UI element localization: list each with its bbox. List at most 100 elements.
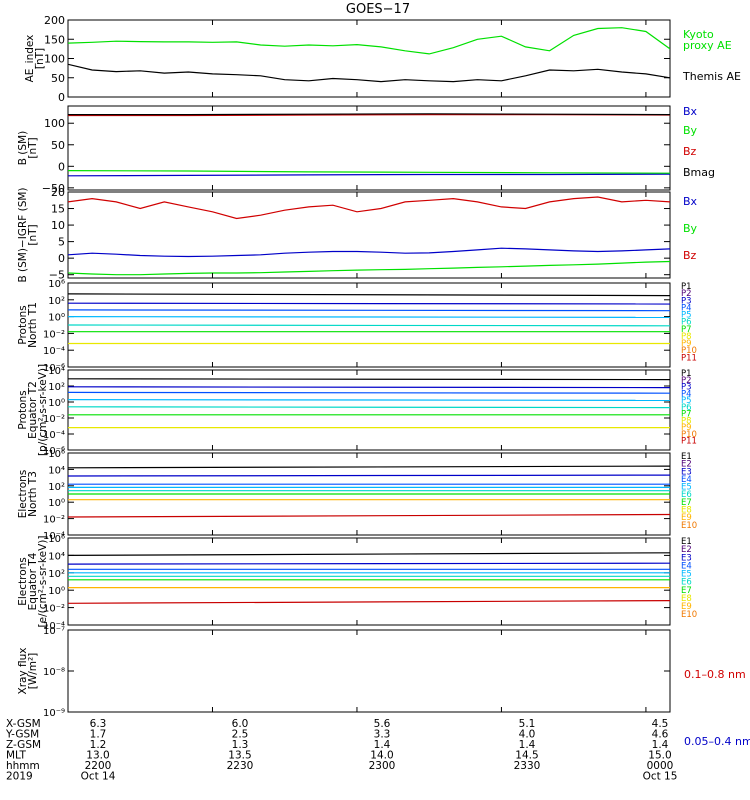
legend-item: P11 — [681, 437, 697, 447]
time-axis-value: 2300 — [369, 760, 396, 772]
time-axis-value: 14.0 — [370, 750, 393, 762]
y-axis-label: Electrons — [17, 557, 29, 606]
series-line — [68, 293, 670, 297]
panel-frame — [67, 105, 671, 191]
series-line — [68, 260, 670, 276]
time-axis-value: 4.0 — [519, 729, 536, 741]
time-axis-row-label: MLT — [6, 750, 26, 762]
legend-item: E3 — [681, 467, 692, 477]
series-line — [68, 173, 670, 177]
panel-frame — [67, 19, 671, 98]
y-tick-label: 10 — [51, 219, 65, 232]
panel-frame — [67, 537, 671, 626]
time-axis-value: 13.5 — [228, 750, 251, 762]
series-line — [68, 302, 670, 305]
time-axis-value: 6.3 — [90, 718, 107, 730]
y-axis-label: Protons — [17, 390, 29, 429]
legend-item: E7 — [681, 498, 692, 508]
legend-item: Bx — [683, 195, 698, 208]
legend-item: E1 — [681, 537, 692, 547]
time-axis-row-label: Y-GSM — [5, 729, 39, 741]
legend-item: E8 — [681, 594, 692, 604]
time-axis-value: 2.5 — [232, 729, 249, 741]
time-axis-value: 15.0 — [648, 750, 671, 762]
time-axis-value: 1.4 — [519, 739, 536, 751]
legend-item: E4 — [681, 561, 692, 571]
y-axis-label: [e/(cm²-s-sr-keV)] — [37, 536, 49, 628]
time-axis-value: 14.5 — [515, 750, 538, 762]
y-axis-label: [nT] — [27, 137, 39, 158]
y-tick-label: 10⁻² — [43, 515, 65, 526]
y-tick-label: 10² — [48, 296, 65, 307]
legend-item: P8 — [681, 416, 692, 426]
series-line — [68, 391, 670, 394]
y-tick-label: 10⁻⁴ — [43, 531, 65, 542]
series-line — [68, 474, 670, 477]
y-tick-label: 0 — [58, 160, 65, 173]
y-tick-label: 100 — [44, 53, 65, 66]
time-axis-value: Oct 14 — [81, 771, 116, 783]
legend-item: P7 — [681, 325, 692, 335]
legend-item: E5 — [681, 570, 692, 580]
legend-item: P10 — [681, 430, 697, 440]
y-tick-label: 20 — [51, 186, 65, 199]
legend-item: Bmag — [683, 166, 715, 179]
series-line — [68, 63, 670, 83]
y-tick-label: 10⁰ — [48, 313, 65, 324]
time-axis-value: 2200 — [85, 760, 112, 772]
y-tick-label: 200 — [44, 14, 65, 27]
series-group — [68, 465, 670, 518]
y-tick-label: 10⁻² — [43, 414, 65, 425]
series-line — [68, 513, 670, 518]
y-axis-label: North T3 — [27, 471, 39, 517]
y-axis-label: [nT] — [27, 224, 39, 245]
chart-title: GOES−17 — [346, 2, 410, 17]
series-line — [68, 399, 670, 401]
legend-item: P4 — [681, 303, 692, 313]
series-group — [68, 552, 670, 604]
series-group — [68, 27, 670, 83]
legend-item: P1 — [681, 282, 692, 292]
y-axis-label: Equator T4 — [27, 552, 39, 610]
y-tick-label: 10⁻⁶ — [43, 446, 65, 457]
y-tick-label: 10⁻⁹ — [43, 708, 65, 719]
y-axis-label: Electrons — [17, 470, 29, 519]
legend-item: P6 — [681, 318, 692, 328]
time-axis-value: 4.6 — [652, 729, 669, 741]
panel-frame — [67, 629, 671, 713]
legend-item: P9 — [681, 339, 692, 349]
y-tick-label: 15 — [51, 203, 65, 216]
legend-item: P7 — [681, 410, 692, 420]
y-tick-label: 10² — [48, 382, 65, 393]
time-axis-value: 2230 — [227, 760, 254, 772]
y-axis-label: [nT] — [34, 48, 46, 69]
y-tick-label: 0 — [58, 252, 65, 265]
time-axis-value: 2330 — [514, 760, 541, 772]
panel-frame — [67, 191, 671, 279]
time-axis-row-label: X-GSM — [6, 718, 41, 730]
y-axis-label: B (SM) — [17, 131, 29, 165]
y-tick-label: 10⁶ — [48, 534, 65, 545]
time-axis-value: 3.3 — [374, 729, 391, 741]
legend-item: P3 — [681, 383, 692, 393]
time-axis-row-label: 2019 — [6, 771, 33, 783]
series-line — [68, 316, 670, 318]
y-axis-label: Xray flux — [17, 648, 29, 695]
time-axis-value: 1.2 — [90, 739, 107, 751]
legend-item: E2 — [681, 460, 692, 470]
legend-item: Bz — [683, 145, 697, 158]
series-line — [68, 406, 670, 409]
time-axis-value: 1.3 — [232, 739, 249, 751]
time-axis-value: 1.4 — [652, 739, 669, 751]
y-tick-label: −5 — [49, 269, 65, 282]
legend-item: P8 — [681, 332, 692, 342]
legend-item: P6 — [681, 403, 692, 413]
y-axis-label: North T1 — [27, 302, 39, 348]
y-tick-label: 10⁻² — [43, 604, 65, 615]
time-axis-value: 5.6 — [374, 718, 391, 730]
y-tick-label: 10⁻⁷ — [43, 626, 65, 637]
y-tick-label: 10⁰ — [48, 498, 65, 509]
